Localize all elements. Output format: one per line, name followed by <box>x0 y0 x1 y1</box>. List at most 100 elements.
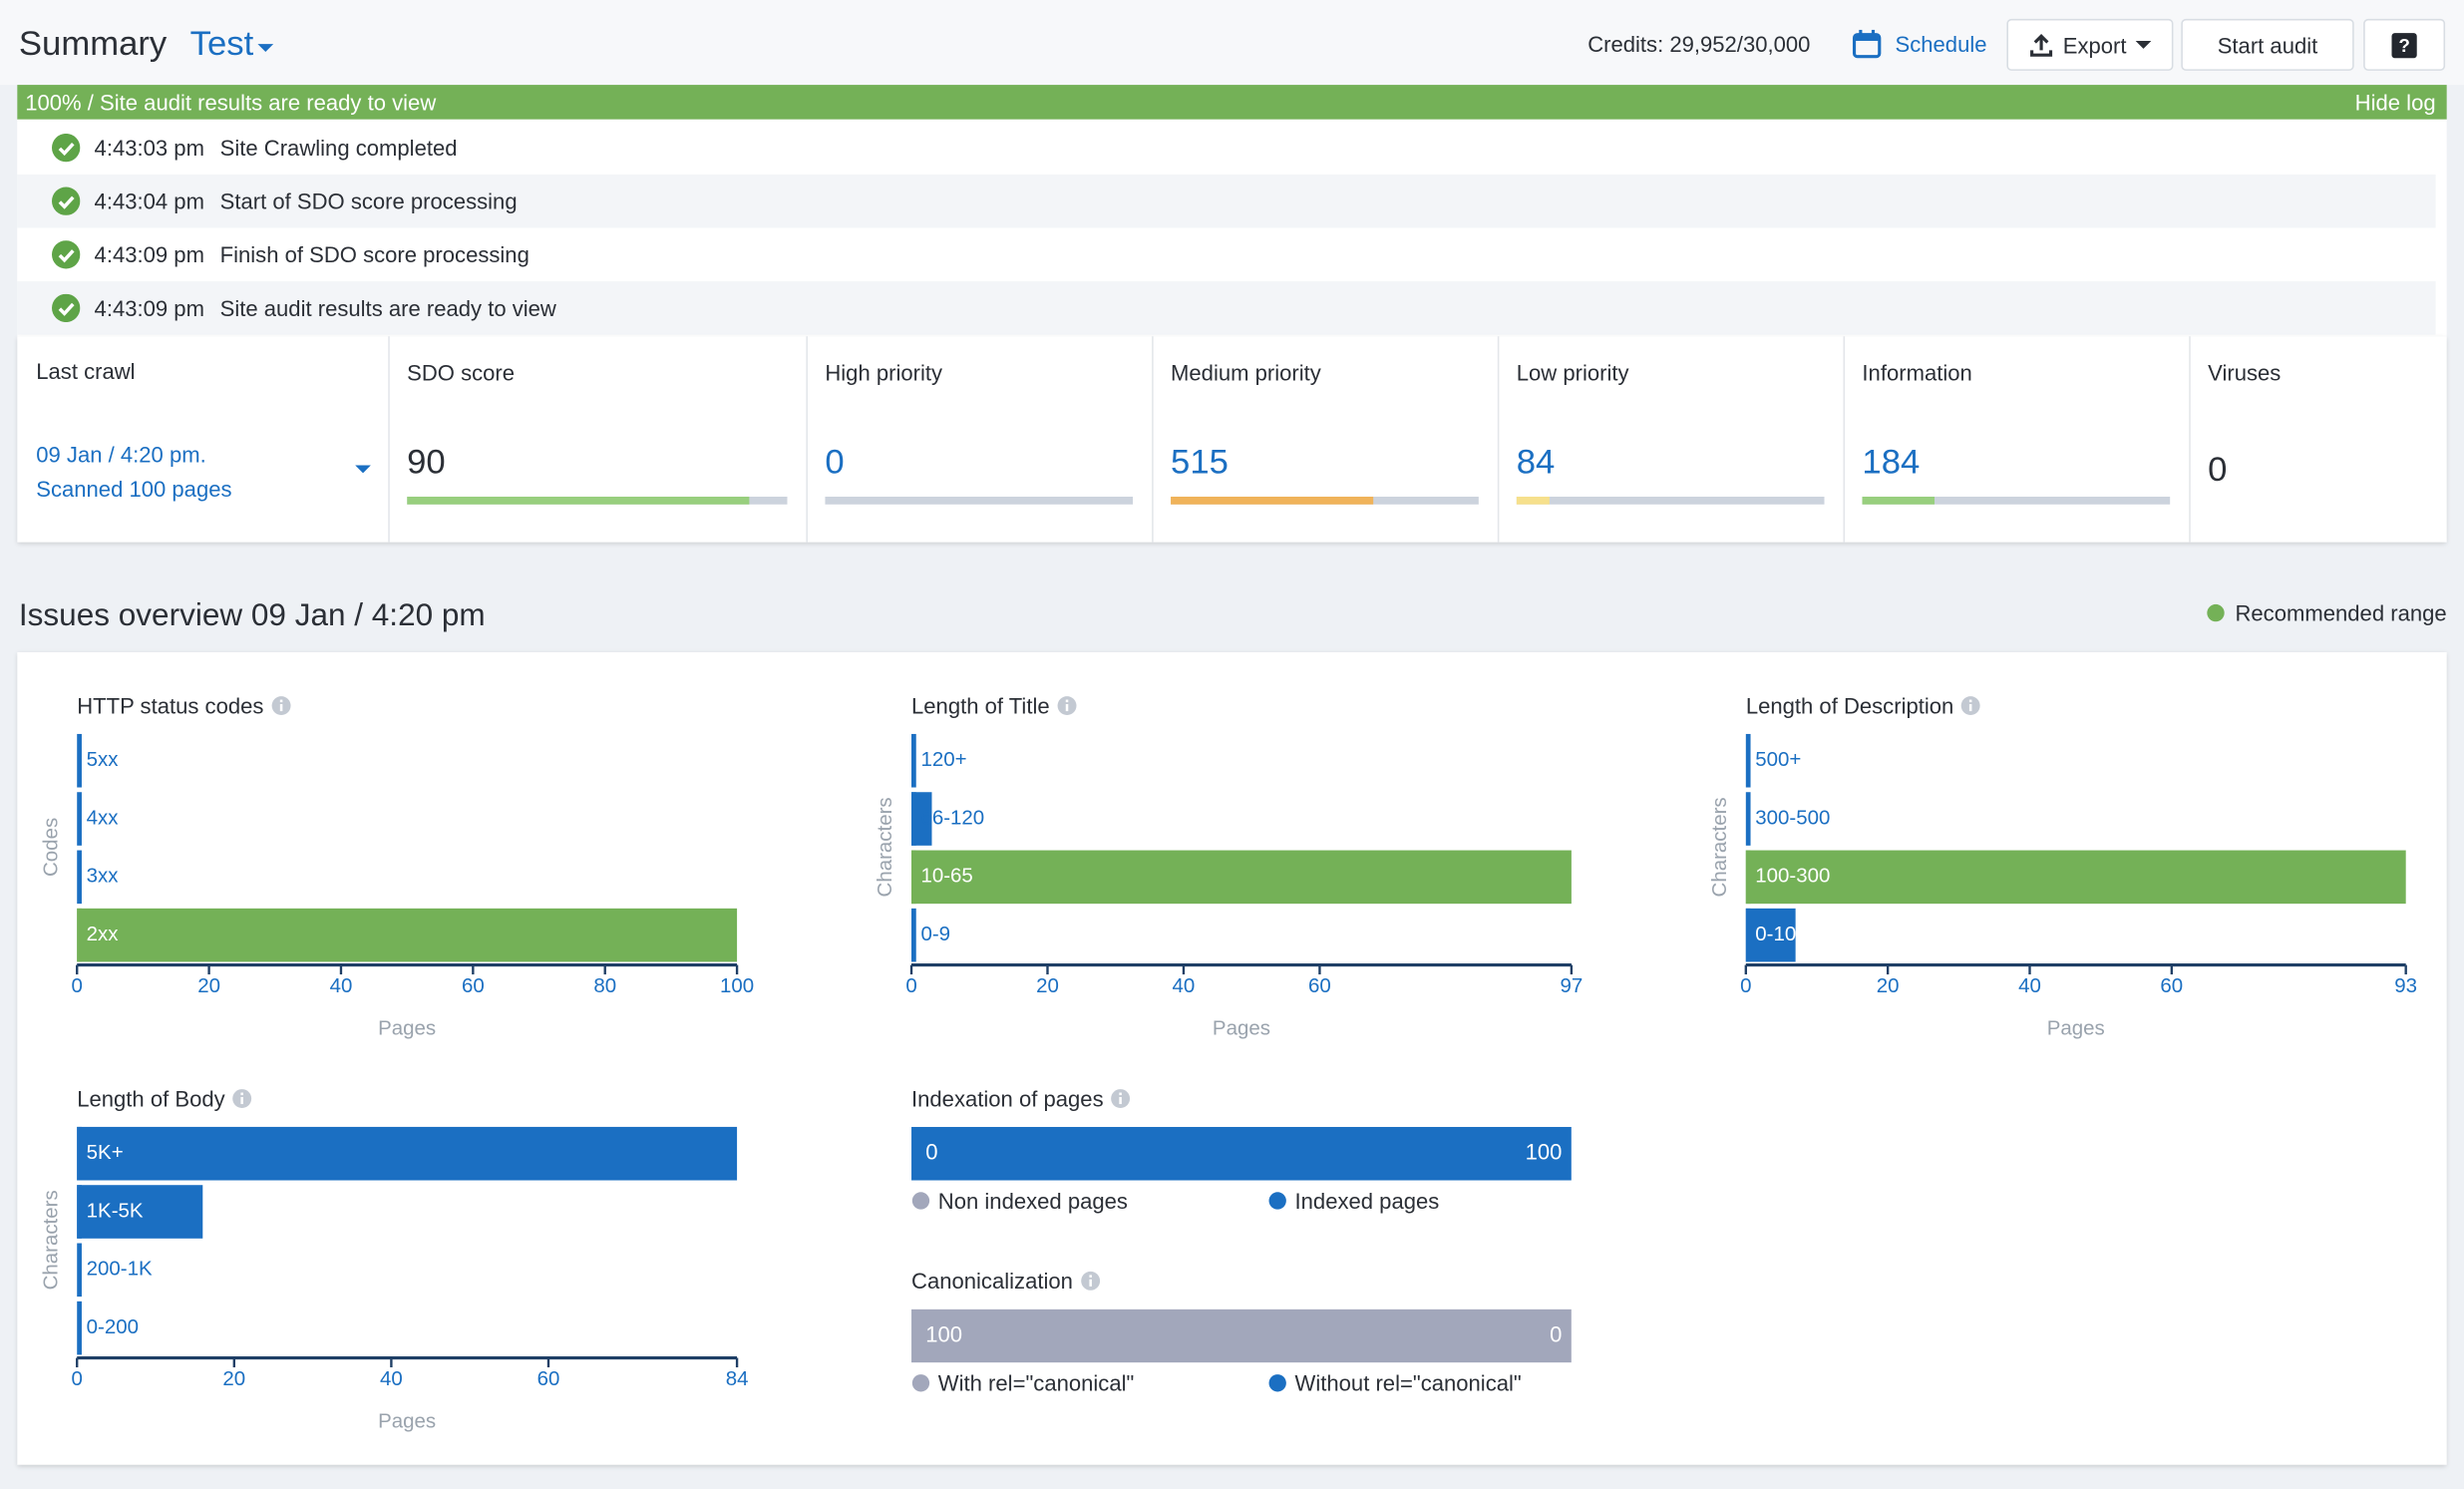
calendar-icon <box>1852 29 1882 59</box>
schedule-link[interactable]: Schedule <box>1851 28 1987 60</box>
info-icon <box>1057 696 1077 716</box>
bar <box>77 908 738 962</box>
chart-title: Length of Title <box>911 690 1081 722</box>
check-icon <box>52 186 81 215</box>
project-selector[interactable]: Test <box>190 22 276 66</box>
stat-track <box>825 496 1134 505</box>
schedule-label[interactable]: Schedule <box>1895 31 1987 57</box>
x-axis-label: Pages <box>378 1017 436 1040</box>
dropdown-caret[interactable] <box>355 465 371 474</box>
stat-value: 184 <box>1862 441 1921 482</box>
x-axis-label: Pages <box>378 1410 436 1433</box>
category-label: 0-100 <box>1755 923 1807 945</box>
chart-title-text: Length of Body <box>77 1085 225 1112</box>
credits: Credits: 29,952/30,000 <box>1587 31 1811 57</box>
export-button[interactable]: Export <box>2006 18 2174 71</box>
check-bg <box>52 240 81 269</box>
log-time: 4:43:09 pm <box>94 295 204 321</box>
info-icon <box>1080 1271 1100 1291</box>
info-i <box>1065 703 1069 712</box>
x-axis-label: Pages <box>1213 1017 1270 1040</box>
bar <box>77 1126 738 1181</box>
check-mark <box>58 143 75 157</box>
log-row: 4:43:09 pm Finish of SDO score processing <box>17 227 2436 282</box>
stat-label: High priority <box>825 359 943 386</box>
check-mark <box>58 249 75 263</box>
legend-item: Non indexed pages <box>911 1187 1128 1215</box>
category-label: 120+ <box>920 748 966 771</box>
chart-title: Canonicalization <box>911 1266 1104 1298</box>
info-i <box>240 1096 244 1105</box>
legend-label: Indexed pages <box>1294 1188 1440 1214</box>
x-tick-label: 60 <box>462 974 485 997</box>
x-tick-label: 40 <box>2018 974 2041 997</box>
bar-chart: 500+ 300-500 100-300 0-100 0 20 40 60 93 Pages Cha… <box>1708 733 2417 1040</box>
recommended-legend: Recommended range <box>2207 600 2447 625</box>
chart-title-text: HTTP status codes <box>77 692 264 719</box>
x-tick-label: 20 <box>197 974 220 997</box>
x-tick-label: 100 <box>720 974 754 997</box>
check-mark <box>58 195 75 209</box>
start-audit-button[interactable]: Start audit <box>2181 18 2354 71</box>
info-icon <box>232 1089 252 1109</box>
stat-bar <box>1862 496 2171 505</box>
info-dot <box>1065 699 1069 703</box>
info-i <box>1119 1096 1123 1105</box>
progress-bar: 100% / Site audit results are ready to v… <box>17 85 2447 120</box>
log-row: 4:43:03 pm Site Crawling completed <box>17 121 2436 175</box>
segment-label: 0 <box>925 1140 937 1165</box>
start-audit-label[interactable]: Start audit <box>2217 32 2318 58</box>
bar-edge <box>77 1301 82 1355</box>
divider <box>2189 336 2191 543</box>
stat-fill <box>1171 496 1374 505</box>
log-text: Site audit results are ready to view <box>219 295 556 321</box>
bar-edge <box>77 850 82 905</box>
stat-value: 515 <box>1171 441 1229 482</box>
project-name[interactable]: Test <box>189 23 254 64</box>
category-label: 4xx <box>87 806 120 829</box>
chart-title-text: Canonicalization <box>911 1268 1073 1294</box>
page-title: Summary <box>18 23 168 64</box>
bar <box>1745 908 1796 962</box>
x-tick-label: 0 <box>905 974 916 997</box>
last-crawl-date[interactable]: 09 Jan / 4:20 pm. <box>36 441 206 468</box>
help-label[interactable]: ? <box>2391 32 2417 58</box>
segment-label: 0 <box>1550 1321 1562 1346</box>
y-axis-label: Codes <box>39 818 62 877</box>
hide-log[interactable]: Hide log <box>2354 89 2436 116</box>
info-dot <box>1119 1092 1123 1096</box>
stat-value: 0 <box>2208 449 2228 490</box>
x-tick-label: 0 <box>72 974 83 997</box>
x-tick-label: 93 <box>2394 974 2417 997</box>
stat-track <box>1862 496 2171 505</box>
log-row: 4:43:09 pm Site audit results are ready t… <box>17 281 2436 335</box>
x-tick-label: 60 <box>2160 974 2183 997</box>
chart-title-text: Length of Title <box>911 692 1050 719</box>
log-time: 4:43:03 pm <box>94 135 204 161</box>
chart-title-text: Indexation of pages <box>911 1085 1104 1112</box>
info-i <box>1969 703 1972 712</box>
log-time: 4:43:04 pm <box>94 188 204 214</box>
category-label: 5xx <box>87 748 120 771</box>
category-label: 0-200 <box>87 1315 139 1338</box>
chart-title: Indexation of pages <box>911 1083 1135 1115</box>
info-i <box>1088 1279 1092 1287</box>
y-axis-label: Characters <box>874 797 896 897</box>
chart-title-text: Length of Description <box>1745 692 1954 719</box>
x-tick-label: 97 <box>1560 974 1583 997</box>
segment-label: 100 <box>925 1321 962 1346</box>
category-label: 10-65 <box>920 865 972 888</box>
help-button[interactable]: ? <box>2363 18 2446 71</box>
x-tick-label: 60 <box>1308 974 1331 997</box>
export-label[interactable]: Export <box>2062 32 2127 58</box>
bar <box>77 1185 203 1239</box>
legend-dot <box>2207 603 2226 622</box>
legend-item: Without rel="canonical" <box>1268 1369 1522 1397</box>
scanned-pages: Scanned 100 pages <box>36 476 232 502</box>
x-tick-label: 0 <box>1740 974 1751 997</box>
legend-dot <box>1268 1374 1286 1392</box>
divider <box>1843 336 1846 543</box>
info-dot <box>1088 1275 1092 1278</box>
log-time: 4:43:09 pm <box>94 241 204 267</box>
